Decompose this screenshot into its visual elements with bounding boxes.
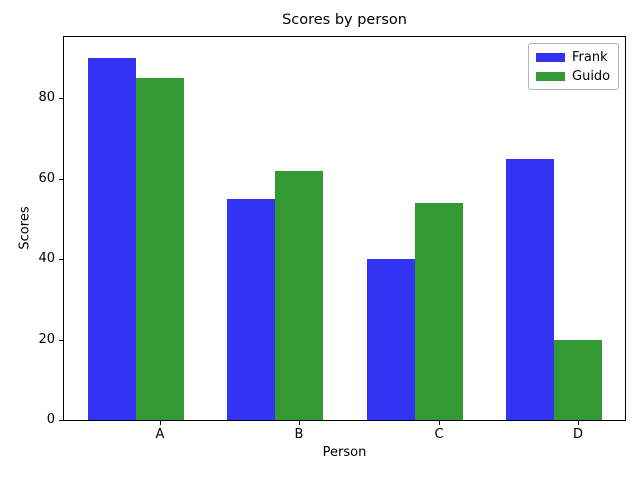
y-tick-mark-0: [59, 420, 63, 421]
x-tick-mark-b: [299, 421, 300, 425]
y-tick-mark-20: [59, 340, 63, 341]
y-tick-label-80: 80: [38, 90, 55, 105]
bar-frank-b: [227, 199, 276, 420]
chart-title: Scores by person: [282, 12, 407, 28]
y-tick-label-40: 40: [38, 251, 55, 266]
y-axis-label: Scores: [17, 206, 33, 250]
bar-guido-d: [553, 340, 602, 420]
x-tick-label-a: A: [155, 427, 165, 442]
legend-item-frank: Frank: [536, 51, 611, 64]
y-tick-label-0: 0: [46, 412, 55, 427]
x-tick-mark-a: [160, 421, 161, 425]
y-tick-mark-40: [59, 259, 63, 260]
plot-area: [63, 36, 626, 421]
legend-label-guido: Guido: [572, 68, 611, 84]
bar-guido-b: [275, 171, 324, 420]
x-tick-mark-d: [578, 421, 579, 425]
legend-item-guido: Guido: [536, 70, 611, 83]
x-tick-label-d: D: [572, 427, 583, 442]
y-tick-mark-60: [59, 179, 63, 180]
y-tick-mark-80: [59, 98, 63, 99]
x-tick-label-b: B: [294, 427, 304, 442]
y-tick-label-60: 60: [38, 171, 55, 186]
bar-guido-c: [414, 203, 463, 420]
bar-frank-d: [505, 159, 554, 420]
x-axis-label: Person: [322, 445, 367, 460]
x-tick-label-c: C: [434, 427, 444, 442]
bar-frank-a: [88, 58, 136, 420]
bar-frank-c: [366, 259, 415, 420]
legend-label-frank: Frank: [572, 49, 608, 65]
x-tick-mark-c: [439, 421, 440, 425]
legend-swatch-guido: [536, 71, 565, 81]
legend: Frank Guido: [528, 43, 619, 90]
bar-guido-a: [136, 78, 184, 420]
legend-swatch-frank: [536, 52, 565, 62]
y-tick-label-20: 20: [38, 332, 55, 347]
